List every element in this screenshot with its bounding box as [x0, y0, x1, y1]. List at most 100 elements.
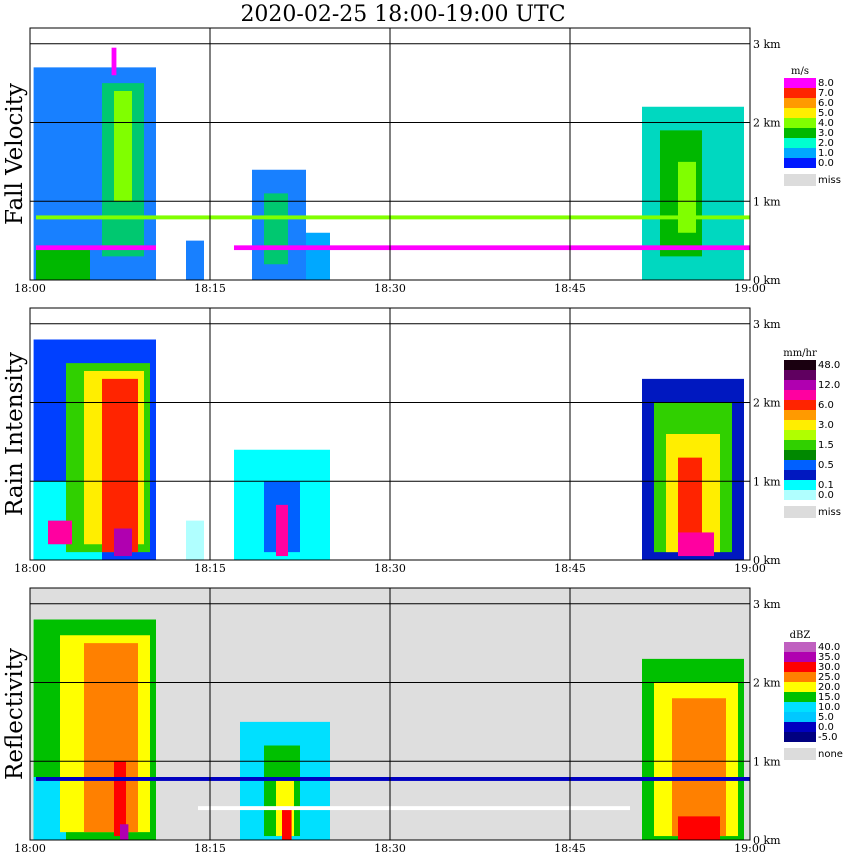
colorbar-swatch [784, 692, 816, 702]
colorbar-label: 0.0 [818, 158, 834, 169]
colorbar-unit: mm/hr [783, 348, 817, 359]
panel-2: 18:00 18:15 18:30 18:45 19:000 km 1 km 2 km 3 k… [2, 587, 843, 855]
colorbar-swatch [784, 98, 816, 108]
heatmap-cell [114, 91, 132, 202]
colorbar-swatch [784, 712, 816, 722]
time-tick-label: 19:00 [734, 562, 766, 575]
figure-title: 2020-02-25 18:00-19:00 UTC [240, 2, 565, 27]
colorbar-unit: dBZ [790, 630, 811, 641]
heatmap-cell [48, 520, 72, 545]
height-tick-label: 3 km [753, 598, 781, 611]
colorbar-missing-swatch [784, 506, 816, 518]
panel-label: Reflectivity [2, 648, 28, 780]
colorbar-swatch [784, 480, 816, 490]
colorbar-label: 5.0 [818, 712, 834, 723]
heatmap-cell [678, 532, 714, 557]
heatmap-cell [114, 528, 132, 557]
panel-label: Fall Velocity [2, 83, 28, 225]
height-tick-label: 2 km [753, 117, 781, 130]
colorbar-swatch [784, 400, 816, 410]
colorbar-label: 12.0 [818, 380, 840, 391]
height-tick-label: 0 km [753, 274, 781, 287]
colorbar-swatch [784, 108, 816, 118]
heatmap-cell [306, 232, 330, 280]
colorbar-swatch [784, 682, 816, 692]
colorbar-label: 0.0 [818, 490, 834, 501]
colorbar-swatch [784, 118, 816, 128]
colorbar-label: -5.0 [818, 732, 838, 743]
colorbar-label: 30.0 [818, 662, 840, 673]
colorbar-label: 4.0 [818, 118, 834, 129]
colorbar-label: 1.5 [818, 440, 834, 451]
colorbar-label: 3.0 [818, 128, 834, 139]
colorbar-label: 3.0 [818, 420, 834, 431]
colorbar-label: 6.0 [818, 98, 834, 109]
colorbar-label: 25.0 [818, 672, 840, 683]
colorbar-missing-label: miss [818, 175, 841, 186]
height-tick-label: 0 km [753, 554, 781, 567]
colorbar-swatch [784, 158, 816, 168]
colorbar-swatch [784, 460, 816, 470]
colorbar-swatch [784, 662, 816, 672]
panel-frame [29, 587, 751, 841]
heatmap-cell [672, 698, 726, 837]
colorbar-swatch [784, 360, 816, 370]
colorbar-swatch [784, 470, 816, 480]
time-tick-label: 18:15 [194, 282, 226, 295]
colorbar-label: 15.0 [818, 692, 840, 703]
colorbar-unit: m/s [791, 66, 809, 77]
heatmap-cell [264, 193, 288, 265]
heatmap-cell [36, 215, 750, 220]
colorbar-swatch [784, 410, 816, 420]
colorbar-swatch [784, 430, 816, 440]
colorbar-label: 8.0 [818, 78, 834, 89]
heatmap-cell [102, 378, 138, 553]
colorbar-swatch [784, 148, 816, 158]
heatmap-cell [186, 520, 204, 560]
colorbar-missing-label: miss [818, 507, 841, 518]
panel-frame [29, 27, 751, 281]
colorbar-label: 48.0 [818, 360, 840, 371]
time-tick-label: 18:30 [374, 842, 406, 855]
colorbar-label: 2.0 [818, 138, 834, 149]
heatmap-cell [120, 824, 129, 840]
panel-frame [29, 307, 751, 561]
time-tick-label: 18:15 [194, 562, 226, 575]
heatmap-cell [678, 816, 720, 840]
time-tick-label: 18:00 [14, 842, 46, 855]
height-tick-label: 2 km [753, 677, 781, 690]
time-tick-label: 18:45 [554, 842, 586, 855]
colorbar-swatch [784, 702, 816, 712]
colorbar-label: 0.1 [818, 480, 834, 491]
colorbar-label: 5.0 [818, 108, 834, 119]
colorbar-label: 1.0 [818, 148, 834, 159]
colorbar-swatch [784, 380, 816, 390]
colorbar-swatch [784, 450, 816, 460]
colorbar-swatch [784, 390, 816, 400]
heatmap-cell [186, 240, 204, 280]
panels: 18:00 18:15 18:30 18:45 19:000 km1 km2 km3 k… [2, 27, 843, 855]
colorbar-label: 35.0 [818, 652, 840, 663]
colorbar-swatch [784, 128, 816, 138]
heatmap-cell [36, 245, 156, 251]
colorbar-label: 10.0 [818, 702, 840, 713]
colorbar-swatch [784, 652, 816, 662]
colorbar-label: 6.0 [818, 400, 834, 411]
heatmap-cell [234, 245, 750, 251]
colorbar-missing-label: none [818, 749, 843, 760]
time-tick-label: 18:30 [374, 562, 406, 575]
colorbar-swatch [784, 722, 816, 732]
colorbar-swatch [784, 672, 816, 682]
time-tick-label: 18:45 [554, 562, 586, 575]
height-tick-label: 3 km [753, 38, 781, 51]
height-tick-label: 0 km [753, 834, 781, 847]
heatmap-cell [84, 643, 138, 833]
colorbar-label: 40.0 [818, 642, 840, 653]
heatmap-cell [36, 248, 90, 280]
height-tick-label: 2 km [753, 397, 781, 410]
colorbar-label: 20.0 [818, 682, 840, 693]
time-tick-label: 19:00 [734, 842, 766, 855]
heatmap-cell [198, 806, 630, 811]
height-tick-label: 1 km [753, 195, 781, 208]
